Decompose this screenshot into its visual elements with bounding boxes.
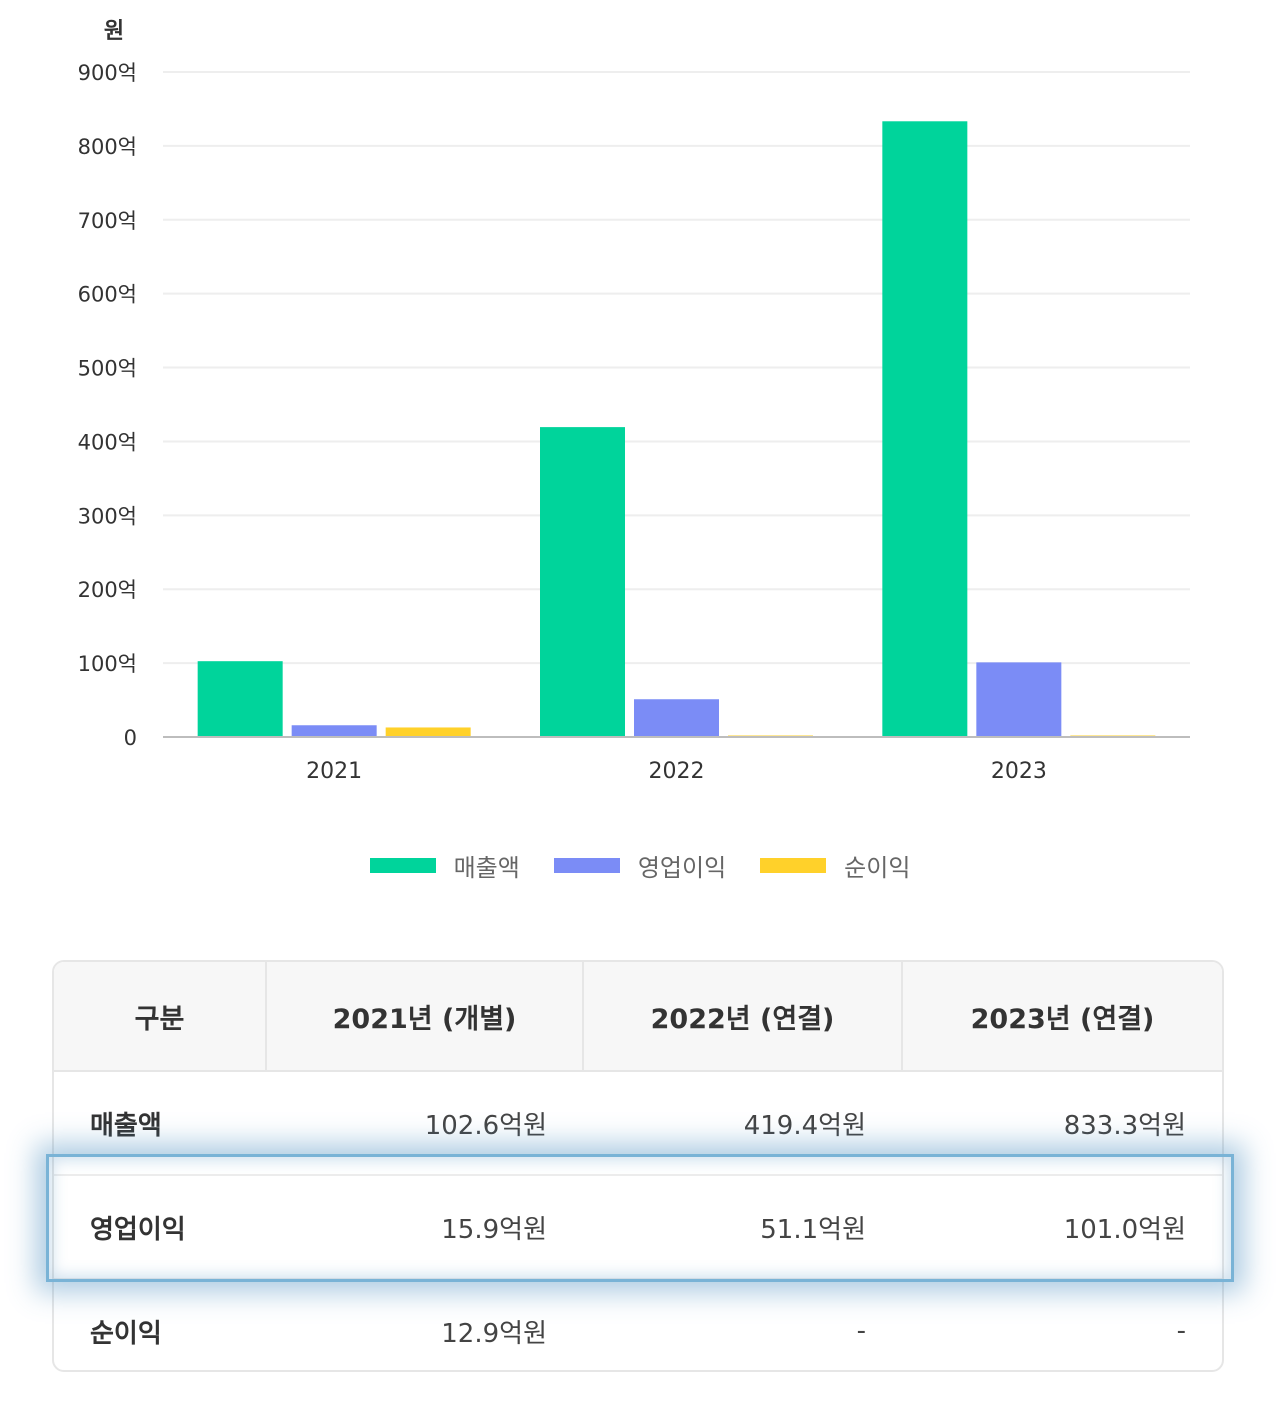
legend-item-revenue[interactable]: 매출액	[369, 848, 520, 883]
y-tick-label: 800억	[78, 135, 137, 159]
row-label: 순이익	[90, 1318, 162, 1349]
legend-swatch-operating-profit	[553, 858, 620, 873]
row-label: 매출액	[54, 1071, 266, 1176]
table-cell: 15.9억원	[266, 1175, 583, 1280]
y-tick-label: 500억	[78, 357, 137, 381]
table-cell: 51.1억원	[583, 1175, 902, 1280]
table-cell: 101.0억원	[902, 1175, 1222, 1280]
bars	[197, 121, 1156, 738]
bar-영업이익-2021[interactable]	[291, 725, 377, 737]
header-2023: 2023년 (연결)	[902, 962, 1222, 1072]
bar-매출액-2023[interactable]	[882, 121, 968, 738]
y-tick-label: 100억	[78, 652, 137, 676]
row-label: 영업이익	[54, 1175, 266, 1280]
table-cell: -	[1176, 1316, 1186, 1346]
financial-table-container: 구분 2021년 (개별) 2022년 (연결) 2023년 (연결) 매출액 …	[52, 960, 1224, 1372]
bar-매출액-2021[interactable]	[197, 661, 283, 737]
x-tick-label: 2021	[306, 759, 362, 784]
y-axis-unit-label: 원	[104, 19, 124, 44]
table-cell: -	[856, 1316, 866, 1346]
x-tick-label: 2023	[991, 759, 1047, 784]
x-axis-ticks: 2021 2022 2023	[306, 759, 1047, 784]
table-row-operating-profit: 영업이익 15.9억원 51.1억원 101.0억원	[54, 1175, 1222, 1280]
table-row-revenue: 매출액 102.6억원 419.4억원 833.3억원	[54, 1071, 1222, 1176]
bar-순이익-2021[interactable]	[385, 727, 471, 737]
y-tick-label: 0	[124, 726, 137, 750]
bar-영업이익-2022[interactable]	[634, 699, 719, 737]
legend-label-revenue: 매출액	[453, 854, 520, 882]
table-cell: 12.9억원	[441, 1318, 547, 1349]
header-2021: 2021년 (개별)	[266, 962, 584, 1072]
legend-item-operating-profit[interactable]: 영업이익	[553, 848, 727, 883]
header-category: 구분	[54, 962, 267, 1072]
y-tick-label: 600억	[78, 283, 137, 307]
financial-table: 구분 2021년 (개별) 2022년 (연결) 2023년 (연결) 매출액 …	[54, 962, 1222, 1370]
legend-label-net-income: 순이익	[844, 854, 911, 882]
y-tick-label: 200억	[78, 578, 137, 602]
bar-chart: 원 0100억200억300억400억500억600억700억800억900억 …	[78, 19, 1190, 784]
table-cell: 419.4억원	[583, 1071, 902, 1176]
y-tick-label: 900억	[78, 61, 137, 85]
table-row-net-income: 순이익 12.9억원 - -	[54, 1279, 1222, 1370]
bar-영업이익-2023[interactable]	[976, 662, 1062, 737]
table-cell: 102.6억원	[266, 1071, 583, 1176]
y-tick-label: 300억	[78, 504, 137, 528]
legend-item-net-income[interactable]: 순이익	[760, 848, 910, 883]
header-2022: 2022년 (연결)	[583, 962, 903, 1072]
legend-swatch-revenue	[369, 858, 436, 873]
y-tick-label: 400억	[78, 430, 137, 454]
table-cell: 833.3억원	[902, 1071, 1222, 1176]
legend-swatch-net-income	[760, 858, 827, 873]
y-axis-ticks: 0 100억 200억 300억 400억 500억 600억 700억 800억 900억	[78, 61, 137, 750]
table-header-row: 구분 2021년 (개별) 2022년 (연결) 2023년 (연결)	[54, 962, 1222, 1072]
gridlines	[163, 71, 1190, 665]
x-tick-label: 2022	[649, 759, 705, 784]
legend-label-operating-profit: 영업이익	[637, 854, 727, 882]
y-tick-label: 700억	[78, 209, 137, 233]
bar-매출액-2022[interactable]	[540, 427, 625, 737]
chart-legend: 매출액 영업이익 순이익	[0, 848, 1280, 883]
